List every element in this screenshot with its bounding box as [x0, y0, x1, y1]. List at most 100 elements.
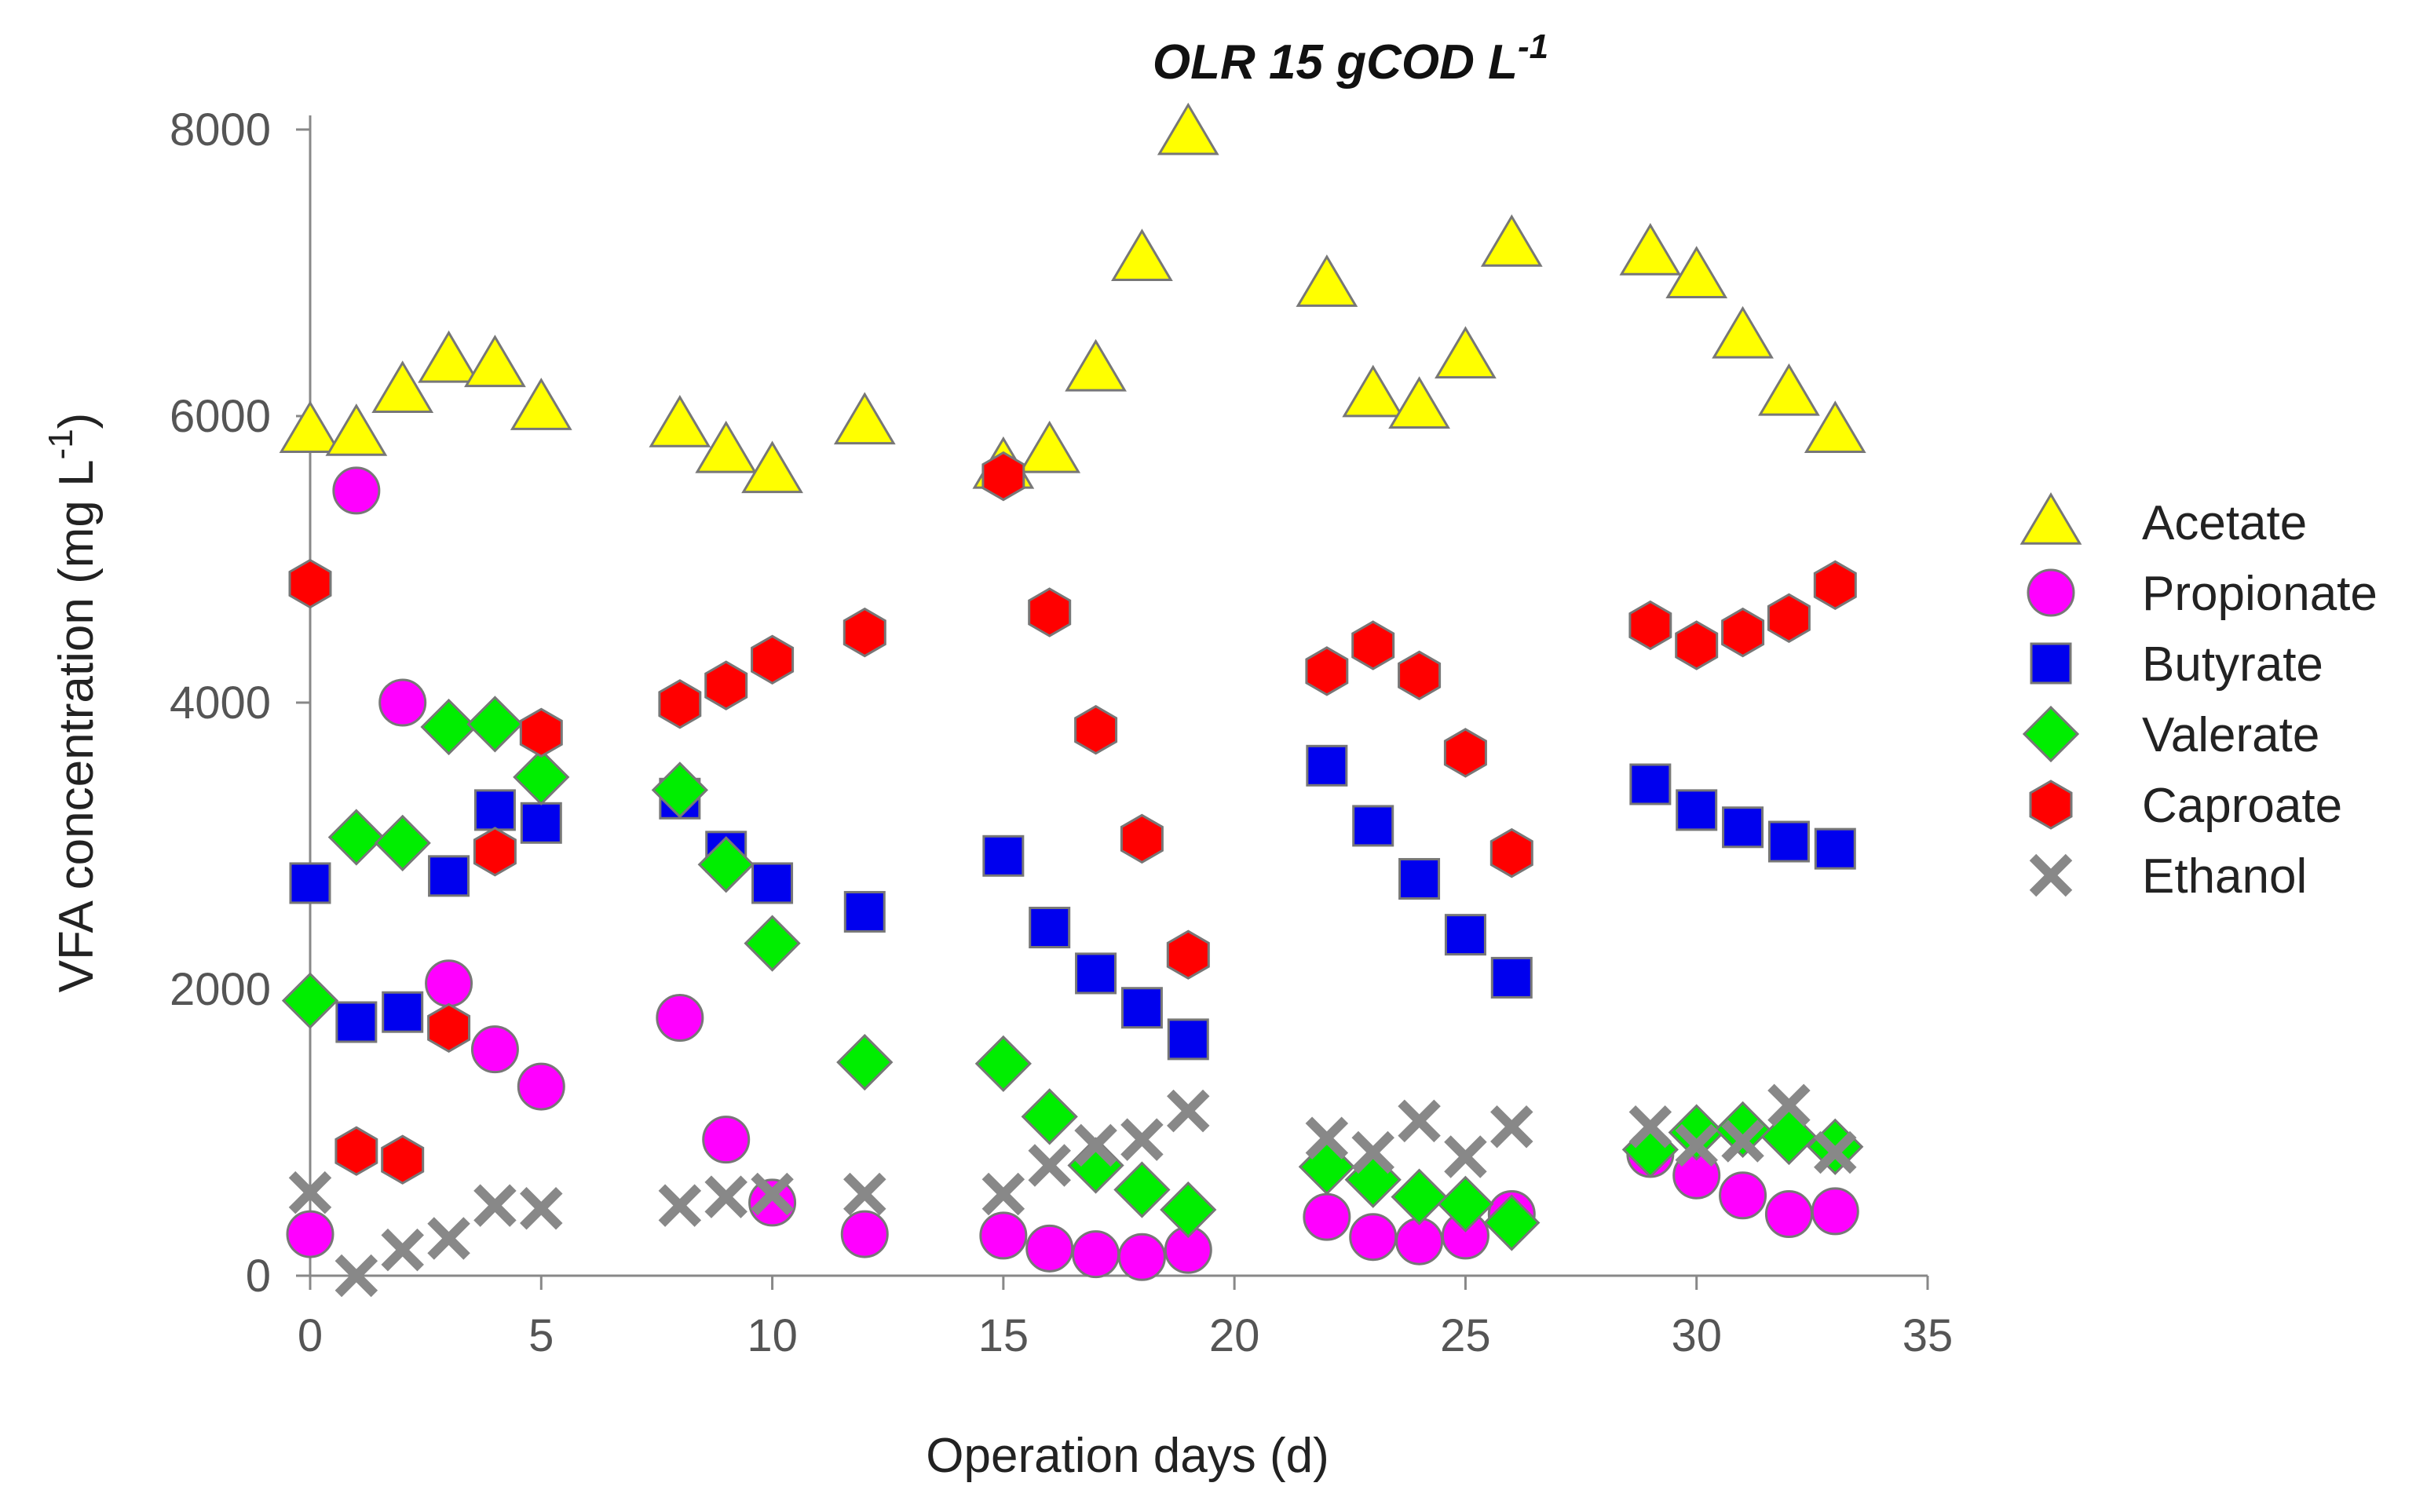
x-marker-stroke: [427, 1217, 470, 1260]
propionate-point: [1764, 1190, 1813, 1239]
valerate-point: [1344, 1151, 1402, 1208]
x-tick-label: 15: [978, 1310, 1029, 1361]
propionate-point: [1025, 1224, 1074, 1273]
caproate-point: [381, 1134, 425, 1185]
x-tick-label: 10: [747, 1310, 798, 1361]
acetate-point: [464, 334, 526, 388]
y-axis-title-main: VFA concentration (mg L: [49, 459, 104, 992]
x-axis-title: Operation days (d): [926, 1429, 1329, 1483]
series-ethanol: [288, 1083, 1857, 1298]
x-tick-label: 25: [1440, 1310, 1491, 1361]
acetate-point: [1296, 254, 1358, 307]
acetate-point: [418, 330, 480, 383]
x-marker-stroke: [1675, 1123, 1718, 1167]
propionate-point: [1072, 1230, 1120, 1279]
acetate-point: [695, 420, 758, 473]
y-axis-title: VFA concentration (mg L-1): [42, 413, 104, 993]
valerate-point: [651, 761, 708, 819]
valerate-point: [1668, 1104, 1725, 1161]
ethanol-point: [843, 1172, 886, 1216]
legend: Acetate Propionate Butyrate Valerate Caproat…: [2019, 492, 2378, 904]
x-marker-stroke: [1305, 1116, 1349, 1160]
x-tick-label: 20: [1209, 1310, 1260, 1361]
propionate-point: [656, 994, 704, 1042]
legend-marker-valerate: [2022, 705, 2080, 763]
x-marker-stroke: [1074, 1123, 1117, 1167]
butyrate-point: [1120, 987, 1163, 1029]
propionate-point: [425, 959, 473, 1008]
ethanol-point: [1305, 1116, 1349, 1160]
chart-title-main: OLR 15 gCOD L: [1153, 35, 1518, 89]
x-marker-stroke: [473, 1184, 517, 1227]
legend-label-valerate: Valerate: [2142, 708, 2319, 762]
x-tick-label: 35: [1902, 1310, 1954, 1361]
acetate-point: [1804, 400, 1866, 454]
legend-item-ethanol: Ethanol: [2029, 849, 2307, 904]
acetate-point: [1712, 305, 1774, 359]
valerate-point: [327, 809, 385, 866]
ethanol-point: [1675, 1123, 1718, 1167]
valerate-point: [420, 698, 477, 756]
x-marker-stroke: [1490, 1105, 1533, 1149]
acetate-point: [279, 400, 342, 454]
x-marker-stroke: [1398, 1099, 1441, 1143]
butyrate-point: [1629, 763, 1672, 805]
legend-label-propionate: Propionate: [2142, 567, 2378, 621]
legend-marker-caproate: [2029, 780, 2073, 830]
x-tick-label: 30: [1671, 1310, 1722, 1361]
ethanol-point: [1167, 1089, 1210, 1133]
series-butyrate: [289, 744, 1856, 1061]
butyrate-point: [751, 862, 794, 904]
caproate-point: [288, 558, 332, 609]
butyrate-point: [428, 855, 470, 897]
x-marker-stroke: [1167, 1089, 1210, 1133]
butyrate-point: [1398, 857, 1441, 900]
valerate-point: [374, 814, 431, 871]
series-caproate: [288, 451, 1857, 1185]
legend-label-butyrate: Butyrate: [2142, 637, 2323, 692]
ethanol-point: [1120, 1118, 1164, 1161]
ethanol-point: [473, 1184, 517, 1227]
chart-title-superscript: -1: [1518, 27, 1548, 66]
legend-item-valerate: Valerate: [2022, 705, 2319, 763]
propionate-point: [702, 1116, 751, 1164]
x-marker-stroke: [658, 1184, 702, 1227]
valerate-point: [744, 915, 801, 972]
ethanol-point: [1767, 1083, 1811, 1127]
butyrate-point: [473, 789, 516, 831]
caproate-point: [334, 1126, 378, 1176]
y-tick-label: 8000: [170, 104, 271, 155]
acetate-point: [1435, 326, 1497, 379]
ethanol-point: [381, 1228, 424, 1272]
caproate-point: [1120, 813, 1164, 864]
legend-item-butyrate: Butyrate: [2030, 637, 2323, 692]
legend-label-ethanol: Ethanol: [2142, 849, 2307, 904]
butyrate-point: [982, 835, 1025, 877]
valerate-point: [836, 1033, 894, 1091]
acetate-point: [833, 392, 896, 445]
acetate-point: [1619, 222, 1682, 276]
valerate-point: [513, 748, 570, 806]
caproate-point: [751, 634, 795, 685]
caproate-point: [1074, 704, 1118, 755]
valerate-point: [974, 1035, 1032, 1093]
valerate-point: [1160, 1181, 1217, 1239]
y-axis-title-superscript: -1: [42, 429, 80, 459]
acetate-point: [1665, 246, 1728, 298]
legend-item-caproate: Caproate: [2029, 779, 2342, 833]
x-marker-stroke: [334, 1254, 378, 1298]
caproate-point: [1398, 650, 1442, 701]
valerate-point: [1714, 1101, 1771, 1158]
caproate-point: [1767, 593, 1811, 644]
caproate-point: [519, 707, 563, 758]
legend-label-caproate: Caproate: [2142, 779, 2342, 833]
propionate-point: [1811, 1187, 1859, 1236]
y-tick-label: 0: [246, 1251, 271, 1302]
series-acetate: [279, 102, 1866, 494]
acetate-point: [510, 378, 572, 430]
x-tick-label: 0: [298, 1310, 323, 1361]
ethanol-point: [334, 1254, 378, 1298]
propionate-point: [840, 1210, 889, 1258]
valerate-point: [1298, 1138, 1355, 1196]
